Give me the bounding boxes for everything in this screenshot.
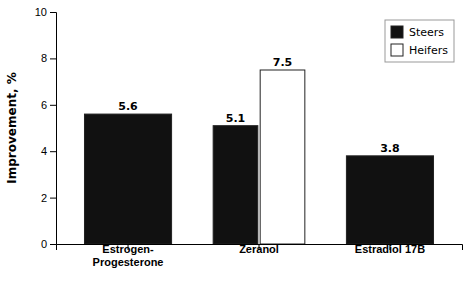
x-tick: Estrogen-Progesterone bbox=[93, 243, 164, 268]
bar bbox=[346, 156, 433, 244]
bar bbox=[213, 126, 258, 244]
x-axis: Estrogen-Progesterone Zeranol Estradiol 17… bbox=[57, 243, 463, 268]
y-tick-label: 8 bbox=[41, 52, 47, 64]
data-labels: 5.6 5.1 7.5 3.8 bbox=[118, 56, 399, 155]
y-tick-mark bbox=[50, 12, 56, 13]
y-tick: 4 bbox=[41, 145, 56, 157]
legend-swatch bbox=[391, 44, 403, 56]
y-tick-mark bbox=[50, 58, 56, 59]
legend: Steers Heifers bbox=[385, 20, 454, 62]
y-tick: 0 bbox=[41, 238, 56, 250]
legend-box bbox=[385, 20, 454, 62]
x-tick-label: Estrogen-Progesterone bbox=[93, 243, 164, 268]
legend-swatch bbox=[391, 26, 403, 38]
y-tick-label: 0 bbox=[41, 238, 47, 250]
bar bbox=[84, 114, 171, 244]
legend-label: Steers bbox=[409, 26, 444, 39]
y-axis-title: Improvement, % bbox=[5, 72, 19, 183]
bar bbox=[260, 70, 305, 244]
y-tick-label: 6 bbox=[41, 99, 47, 111]
y-tick-label: 2 bbox=[41, 192, 47, 204]
data-label: 3.8 bbox=[380, 142, 400, 155]
legend-item: Steers bbox=[391, 26, 444, 39]
y-tick: 2 bbox=[41, 192, 56, 204]
legend-label: Heifers bbox=[409, 44, 448, 57]
plot: 5.6 5.1 7.5 3.8 0 2 4 6 8 10 Estrogen-Progesterone… bbox=[35, 6, 463, 268]
y-tick: 6 bbox=[41, 99, 56, 111]
y-tick-mark bbox=[50, 244, 56, 245]
y-axis-line bbox=[50, 13, 57, 245]
y-tick: 10 bbox=[35, 6, 56, 18]
x-tick: Estradiol 17B bbox=[355, 243, 425, 255]
y-tick-label: 4 bbox=[41, 145, 47, 157]
x-tick-label-line: Zeranol bbox=[239, 243, 279, 255]
y-axis: 0 2 4 6 8 10 bbox=[35, 6, 57, 250]
bars bbox=[84, 70, 433, 244]
y-tick-mark bbox=[50, 105, 56, 106]
x-tick-label-line: Progesterone bbox=[93, 256, 164, 268]
y-tick-label: 10 bbox=[35, 6, 47, 18]
x-tick: Zeranol bbox=[239, 243, 279, 255]
x-tick-label-line: Estradiol 17B bbox=[355, 243, 425, 255]
legend-item: Heifers bbox=[391, 44, 448, 57]
data-label: 7.5 bbox=[273, 56, 293, 69]
data-label: 5.6 bbox=[118, 100, 138, 113]
x-tick-label: Zeranol bbox=[239, 243, 279, 255]
chart: 5.6 5.1 7.5 3.8 0 2 4 6 8 10 Estrogen-Progesterone… bbox=[0, 0, 474, 288]
y-tick-mark bbox=[50, 151, 56, 152]
y-tick-mark bbox=[50, 198, 56, 199]
y-tick: 8 bbox=[41, 52, 56, 64]
x-tick-label-line: Estrogen- bbox=[102, 243, 154, 255]
data-label: 5.1 bbox=[226, 112, 246, 125]
x-tick-label: Estradiol 17B bbox=[355, 243, 425, 255]
